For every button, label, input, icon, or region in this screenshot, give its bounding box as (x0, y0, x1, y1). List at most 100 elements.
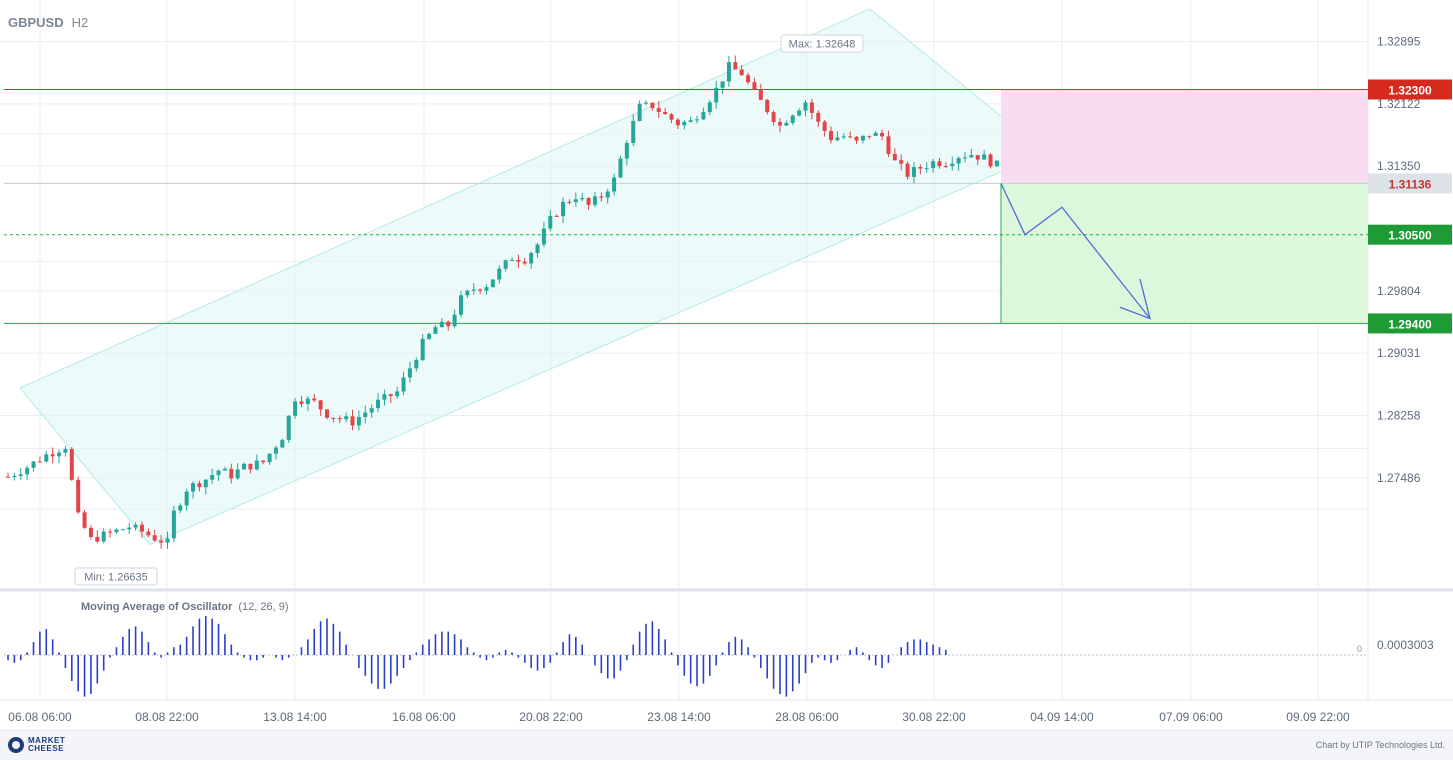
candle-body (822, 121, 827, 131)
candle-body (963, 157, 967, 159)
candle-body (931, 161, 936, 169)
candle-body (401, 377, 406, 392)
candle-body (37, 461, 42, 463)
candle-body (656, 108, 661, 112)
candle-body (777, 122, 782, 126)
candle-body (446, 321, 451, 327)
candle-body (675, 119, 680, 126)
candle-body (644, 102, 648, 104)
candle-body (363, 412, 368, 418)
oscillator-title: Moving Average of Oscillator (12, 26, 9) (81, 601, 289, 613)
candle-body (420, 338, 425, 361)
candle-body (886, 136, 891, 154)
candle-body (114, 529, 119, 533)
x-tick-label: 28.08 06:00 (775, 710, 839, 724)
x-tick-label: 20.08 22:00 (519, 710, 583, 724)
candle-body (203, 479, 208, 488)
candle-body (784, 122, 789, 126)
min-label: Min: 1.26635 (84, 572, 148, 584)
candle-body (337, 418, 342, 420)
candle-body (510, 259, 515, 261)
candle-body (758, 89, 763, 100)
candle-body (580, 198, 585, 200)
x-tick-label: 08.08 22:00 (135, 710, 199, 724)
candle-body (146, 531, 151, 536)
candle-body (554, 215, 559, 217)
candle-body (612, 177, 617, 192)
candle-body (739, 69, 744, 76)
forecast-arrow (1000, 183, 1151, 319)
footer: MARKET CHEESE Chart by UTIP Technologies… (0, 730, 1453, 760)
candle-body (541, 228, 546, 245)
credit-text: Chart by UTIP Technologies Ltd. (1315, 740, 1445, 750)
candle-body (867, 135, 872, 137)
candle-body (950, 163, 955, 167)
timeframe-label: H2 (71, 15, 89, 30)
candle-body (350, 416, 355, 426)
candle-body (261, 460, 266, 463)
candle-body (529, 253, 534, 264)
candle-body (127, 527, 132, 530)
candle-body (503, 260, 508, 269)
candle-body (18, 474, 23, 476)
oscillator-level-label: 0.0003003 (1377, 638, 1434, 652)
candle-body (573, 199, 578, 203)
candle-body (982, 154, 987, 160)
candle-body (312, 398, 317, 401)
candle-body (726, 62, 731, 82)
x-axis: 06.08 06:00 08.08 22:00 13.08 14:00 16.08 0… (8, 710, 1350, 724)
candle-body (988, 154, 993, 167)
oscillator-name: Moving Average of Oscillator (81, 601, 233, 613)
candle-body (356, 417, 361, 426)
candle-body (720, 81, 725, 88)
candles (6, 55, 999, 549)
x-tick-label: 06.08 06:00 (8, 710, 72, 724)
y-tick-label: 1.32122 (1377, 97, 1421, 111)
candle-body (152, 535, 157, 541)
candle-body (178, 505, 183, 511)
logo[interactable]: MARKET CHEESE (8, 737, 88, 753)
candle-body (388, 394, 393, 397)
candle-body (369, 408, 374, 413)
candle-body (873, 132, 878, 136)
candle-body (382, 394, 387, 400)
x-tick-label: 23.08 14:00 (647, 710, 711, 724)
y-tick-label: 1.27486 (1377, 471, 1421, 485)
candle-body (331, 417, 336, 419)
candle-body (376, 399, 381, 409)
candle-body (790, 115, 795, 123)
resistance-tag (1368, 79, 1452, 100)
target2-tag-label: 1.29400 (1388, 317, 1432, 331)
candle-body (395, 391, 400, 397)
max-label: Max: 1.32648 (789, 39, 856, 51)
candle-body (497, 268, 502, 280)
candle-body (548, 215, 553, 229)
x-tick-label: 04.09 14:00 (1030, 710, 1094, 724)
candle-body (746, 75, 751, 83)
candle-body (829, 130, 834, 141)
candle-body (229, 468, 234, 479)
candle-body (12, 475, 17, 477)
candle-body (618, 158, 623, 178)
candle-body (624, 142, 629, 159)
candle-body (325, 409, 329, 418)
candle-body (101, 531, 106, 542)
candle-body (771, 112, 776, 123)
y-tick-label: 1.31350 (1377, 159, 1421, 173)
candle-body (478, 289, 483, 291)
candle-body (216, 470, 221, 476)
candle-body (911, 167, 916, 177)
x-tick-label: 09.09 22:00 (1286, 710, 1350, 724)
candle-body (267, 453, 272, 463)
candle-body (567, 201, 572, 203)
candle-body (293, 401, 298, 416)
extreme-labels: Max: 1.32648 Min: 1.26635 (74, 34, 864, 586)
candle-body (414, 360, 419, 369)
candle-body (50, 454, 55, 457)
candle-body (592, 196, 597, 205)
candle-body (707, 102, 712, 113)
price-chart[interactable]: 1.32895 1.32122 1.31350 1.29804 1.29031 1.282… (0, 0, 1453, 730)
symbol-name: GBPUSD (8, 15, 64, 30)
stop-loss-zone (1001, 89, 1368, 184)
candle-body (139, 524, 144, 532)
